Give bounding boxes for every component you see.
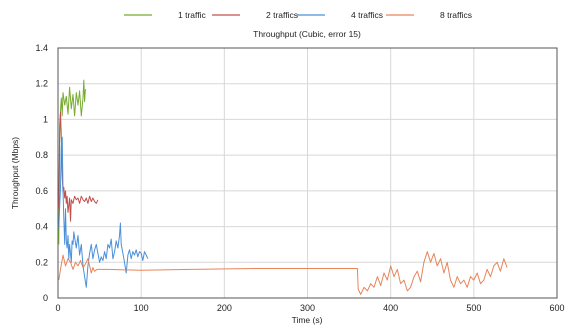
x-tick-label: 100 xyxy=(134,303,149,313)
x-axis-ticks: 0 100 200 300 400 500 600 xyxy=(55,303,564,313)
legend-item-3: 4 traffics xyxy=(297,10,383,20)
x-tick-label: 600 xyxy=(549,303,564,313)
x-tick-label: 0 xyxy=(55,303,60,313)
y-tick-label: 0 xyxy=(43,293,48,303)
x-tick-label: 400 xyxy=(383,303,398,313)
y-tick-label: 1.4 xyxy=(35,43,48,53)
plot-area-frame xyxy=(57,47,558,299)
x-tick-label: 200 xyxy=(217,303,232,313)
y-axis-title: Throughput (Mbps) xyxy=(10,137,20,209)
y-tick-label: 0.8 xyxy=(35,150,48,160)
legend-item-1: 1 traffic xyxy=(124,10,206,20)
x-tick-label: 500 xyxy=(466,303,481,313)
series-line-2 xyxy=(58,111,99,222)
legend-item-4: 8 traffics xyxy=(386,10,472,20)
legend-label: 2 traffics xyxy=(266,10,298,20)
x-axis-title: Time (s) xyxy=(292,315,323,325)
series-line-4 xyxy=(58,251,508,295)
y-tick-label: 1 xyxy=(43,114,48,124)
series-lines xyxy=(58,79,508,295)
y-axis-ticks: 0 0.2 0.4 0.6 0.8 1 1.2 1.4 xyxy=(35,43,48,303)
y-tick-label: 0.4 xyxy=(35,222,48,232)
y-tick-label: 0.6 xyxy=(35,186,48,196)
chart-title: Throughput (Cubic, error 15) xyxy=(253,29,361,39)
legend-label: 8 traffics xyxy=(440,10,472,20)
legend-item-2: 2 traffics xyxy=(212,10,298,20)
grid-lines xyxy=(58,48,557,298)
series-line-3 xyxy=(58,136,149,288)
chart-legend: 1 traffic 2 traffics 4 traffics 8 traffics xyxy=(124,10,472,20)
legend-label: 4 traffics xyxy=(351,10,383,20)
y-tick-label: 1.2 xyxy=(35,79,48,89)
x-tick-label: 300 xyxy=(300,303,315,313)
y-tick-label: 0.2 xyxy=(35,257,48,267)
legend-label: 1 traffic xyxy=(178,10,206,20)
series-line-1 xyxy=(58,79,86,245)
